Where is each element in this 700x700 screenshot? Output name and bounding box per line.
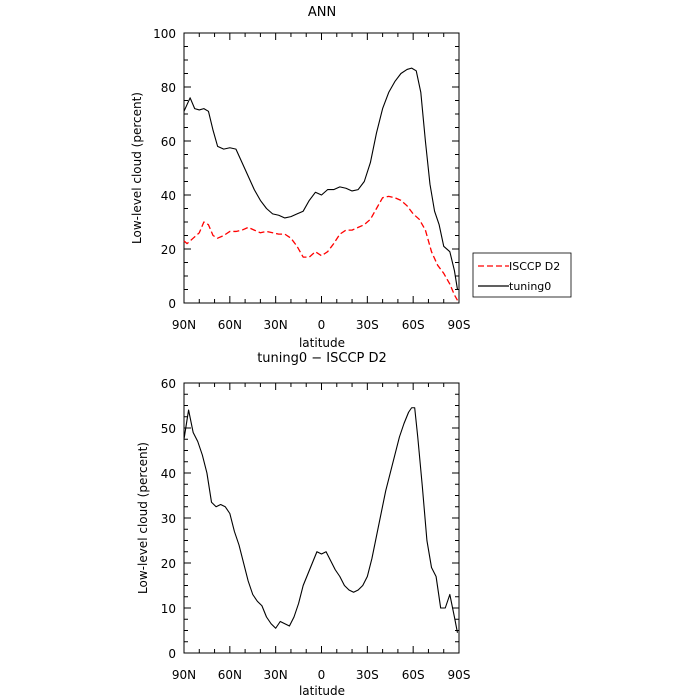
x-tick-label: 30S [356,318,379,332]
top-chart: ANN 90N 60N 30N 0 30S 60S 90S 0 20 40 60 80 100 lati… [130,5,572,350]
bottom-chart-title: tuning0 − ISCCP D2 [257,351,387,366]
top-chart-title: ANN [308,5,336,20]
legend-label-tuning0: tuning0 [509,280,551,293]
y-tick-label: 40 [161,467,176,481]
x-tick-label: 30N [264,318,288,332]
top-ticks: 90N 60N 30N 0 30S 60S 90S 0 20 40 60 80 100 [153,27,470,332]
bottom-series-lines [183,407,459,633]
x-tick-label: 90S [448,668,471,682]
top-series-lines [183,67,459,301]
x-tick-label: 30N [264,668,288,682]
y-tick-label: 0 [168,297,176,311]
y-tick-label: 0 [168,647,176,661]
isccp-d2-line [183,195,459,301]
tuning0-line [183,67,459,290]
y-tick-label: 60 [161,377,176,391]
x-tick-label: 90N [172,318,196,332]
bottom-y-axis-label: Low-level cloud (percent) [136,442,150,594]
x-tick-label: 60S [402,668,425,682]
top-x-axis-label: latitude [299,336,345,350]
legend-label-isccp: ISCCP D2 [509,260,560,273]
x-tick-label: 60N [218,668,242,682]
bottom-x-axis-label: latitude [299,684,345,698]
top-plot-frame [183,32,460,304]
y-tick-label: 80 [161,81,176,95]
x-tick-label: 60N [218,318,242,332]
legend: ISCCP D2 tuning0 [472,252,572,298]
x-tick-label: 90S [448,318,471,332]
y-tick-label: 40 [161,189,176,203]
y-tick-label: 50 [161,422,176,436]
y-tick-label: 20 [161,243,176,257]
x-tick-label: 0 [318,318,326,332]
x-tick-label: 30S [356,668,379,682]
y-tick-label: 100 [153,27,176,41]
difference-line [183,407,459,633]
bottom-chart: tuning0 − ISCCP D2 90N 60N 30N 0 30S 60S 90S 0 1… [136,351,470,698]
x-tick-label: 90N [172,668,196,682]
y-tick-label: 20 [161,557,176,571]
bottom-plot-frame [183,382,460,654]
x-tick-label: 0 [318,668,326,682]
y-tick-label: 60 [161,135,176,149]
legend-box [472,252,572,298]
bottom-ticks: 90N 60N 30N 0 30S 60S 90S 0 10 20 30 40 50 60 [161,377,471,682]
x-tick-label: 60S [402,318,425,332]
y-tick-label: 10 [161,602,176,616]
top-y-axis-label: Low-level cloud (percent) [130,92,144,244]
y-tick-label: 30 [161,512,176,526]
